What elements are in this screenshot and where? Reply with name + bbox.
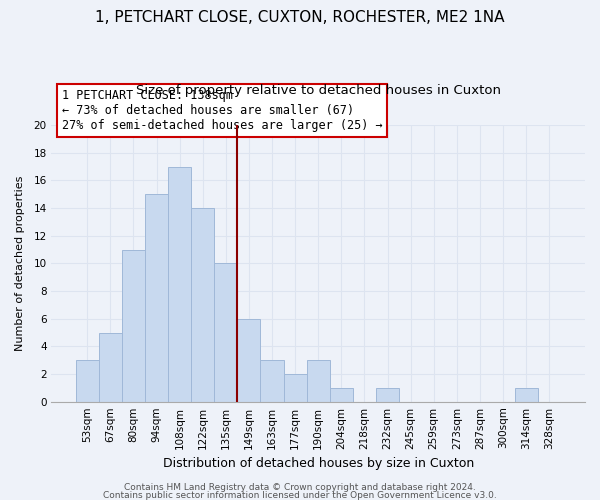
Y-axis label: Number of detached properties: Number of detached properties [15, 176, 25, 351]
Text: 1 PETCHART CLOSE: 138sqm
← 73% of detached houses are smaller (67)
27% of semi-d: 1 PETCHART CLOSE: 138sqm ← 73% of detach… [62, 89, 383, 132]
Text: Contains public sector information licensed under the Open Government Licence v3: Contains public sector information licen… [103, 491, 497, 500]
Text: Contains HM Land Registry data © Crown copyright and database right 2024.: Contains HM Land Registry data © Crown c… [124, 484, 476, 492]
Bar [145, 194, 168, 402]
Bar [214, 264, 238, 402]
Text: 1, PETCHART CLOSE, CUXTON, ROCHESTER, ME2 1NA: 1, PETCHART CLOSE, CUXTON, ROCHESTER, ME… [95, 10, 505, 25]
X-axis label: Distribution of detached houses by size in Cuxton: Distribution of detached houses by size … [163, 457, 474, 470]
Bar [307, 360, 330, 402]
Bar [99, 332, 122, 402]
Bar [330, 388, 353, 402]
Bar [515, 388, 538, 402]
Bar [191, 208, 214, 402]
Bar [122, 250, 145, 402]
Bar [260, 360, 284, 402]
Bar [376, 388, 399, 402]
Title: Size of property relative to detached houses in Cuxton: Size of property relative to detached ho… [136, 84, 501, 98]
Bar [76, 360, 99, 402]
Bar [284, 374, 307, 402]
Bar [168, 166, 191, 402]
Bar [238, 318, 260, 402]
